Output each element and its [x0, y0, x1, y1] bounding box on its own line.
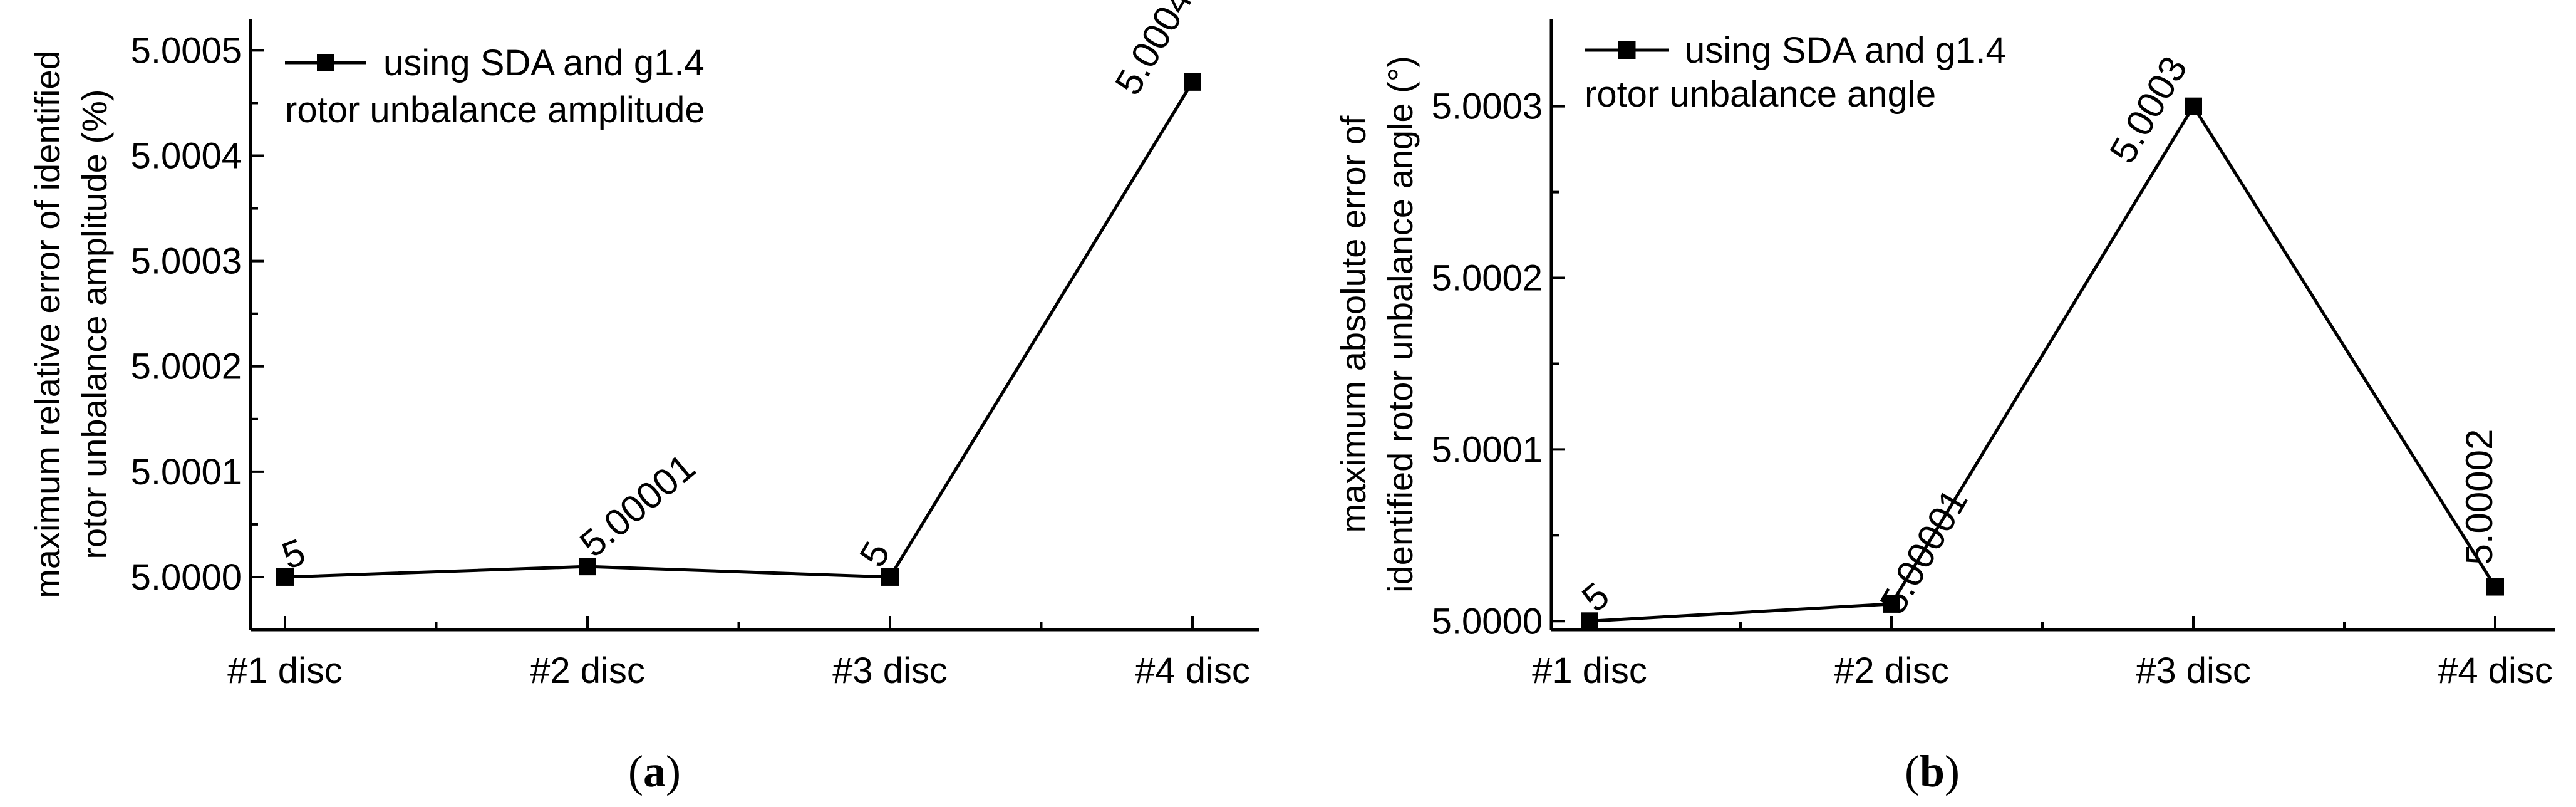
- y-axis-title-line: maximum absolute error of: [1333, 115, 1373, 533]
- y-tick-label: 5.0002: [131, 346, 242, 387]
- data-point-marker: [1184, 73, 1201, 91]
- y-tick-label: 5.0005: [131, 30, 242, 71]
- legend-series-name: using SDA and g1.4: [383, 43, 705, 83]
- panel-caption: (a): [628, 746, 681, 796]
- panel-letter: a: [643, 746, 666, 796]
- y-tick-label: 5.0003: [1432, 86, 1543, 127]
- data-point-marker: [2486, 578, 2504, 596]
- y-axis-title-line: identified rotor unbalance angle (°): [1380, 56, 1420, 593]
- x-tick-label: #3 disc: [832, 650, 948, 691]
- data-point-marker: [579, 558, 596, 576]
- data-point-marker: [2185, 97, 2202, 115]
- legend-subtitle: rotor unbalance amplitude: [285, 90, 705, 130]
- y-tick-label: 5.0002: [1432, 258, 1543, 299]
- series-line: [284, 81, 1194, 579]
- y-tick-label: 5.0001: [1432, 429, 1543, 470]
- data-label: 5.00001: [1871, 482, 1975, 620]
- x-tick-label: #2 disc: [530, 650, 645, 691]
- x-tick-label: #3 disc: [2136, 650, 2251, 691]
- legend-marker: [317, 54, 334, 71]
- x-tick-label: #1 disc: [227, 650, 343, 691]
- x-tick-label: #4 disc: [1135, 650, 1250, 691]
- legend-series-name: using SDA and g1.4: [1685, 30, 2006, 71]
- data-point-marker: [1883, 595, 1900, 613]
- y-tick-label: 5.0000: [1432, 601, 1543, 642]
- panel-caption: (b): [1905, 746, 1960, 796]
- data-point-marker: [1581, 612, 1598, 630]
- panel-letter: b: [1920, 746, 1945, 796]
- x-tick-label: #2 disc: [1834, 650, 1949, 691]
- data-point-marker: [881, 568, 899, 586]
- data-point-marker: [276, 568, 294, 586]
- y-axis-title-line: rotor unbalance amplitude (%): [75, 89, 114, 559]
- y-tick-label: 5.0001: [131, 452, 242, 492]
- y-tick-label: 5.0004: [131, 136, 242, 177]
- x-tick-label: #1 disc: [1532, 650, 1647, 691]
- y-axis-title-line: maximum relative error of identified: [28, 50, 67, 598]
- data-label: 5: [851, 534, 898, 573]
- data-label: 5.0003: [2101, 49, 2195, 170]
- y-tick-label: 5.0003: [131, 241, 242, 282]
- x-tick-label: #4 disc: [2438, 650, 2553, 691]
- data-label: 5: [1574, 574, 1617, 620]
- series-line: [1589, 103, 2497, 623]
- data-label: 5.00002: [2458, 429, 2500, 565]
- legend-marker: [1618, 41, 1636, 59]
- y-tick-label: 5.0000: [131, 557, 242, 598]
- legend-subtitle: rotor unbalance angle: [1585, 74, 1936, 115]
- data-label: 5.00001: [572, 445, 703, 565]
